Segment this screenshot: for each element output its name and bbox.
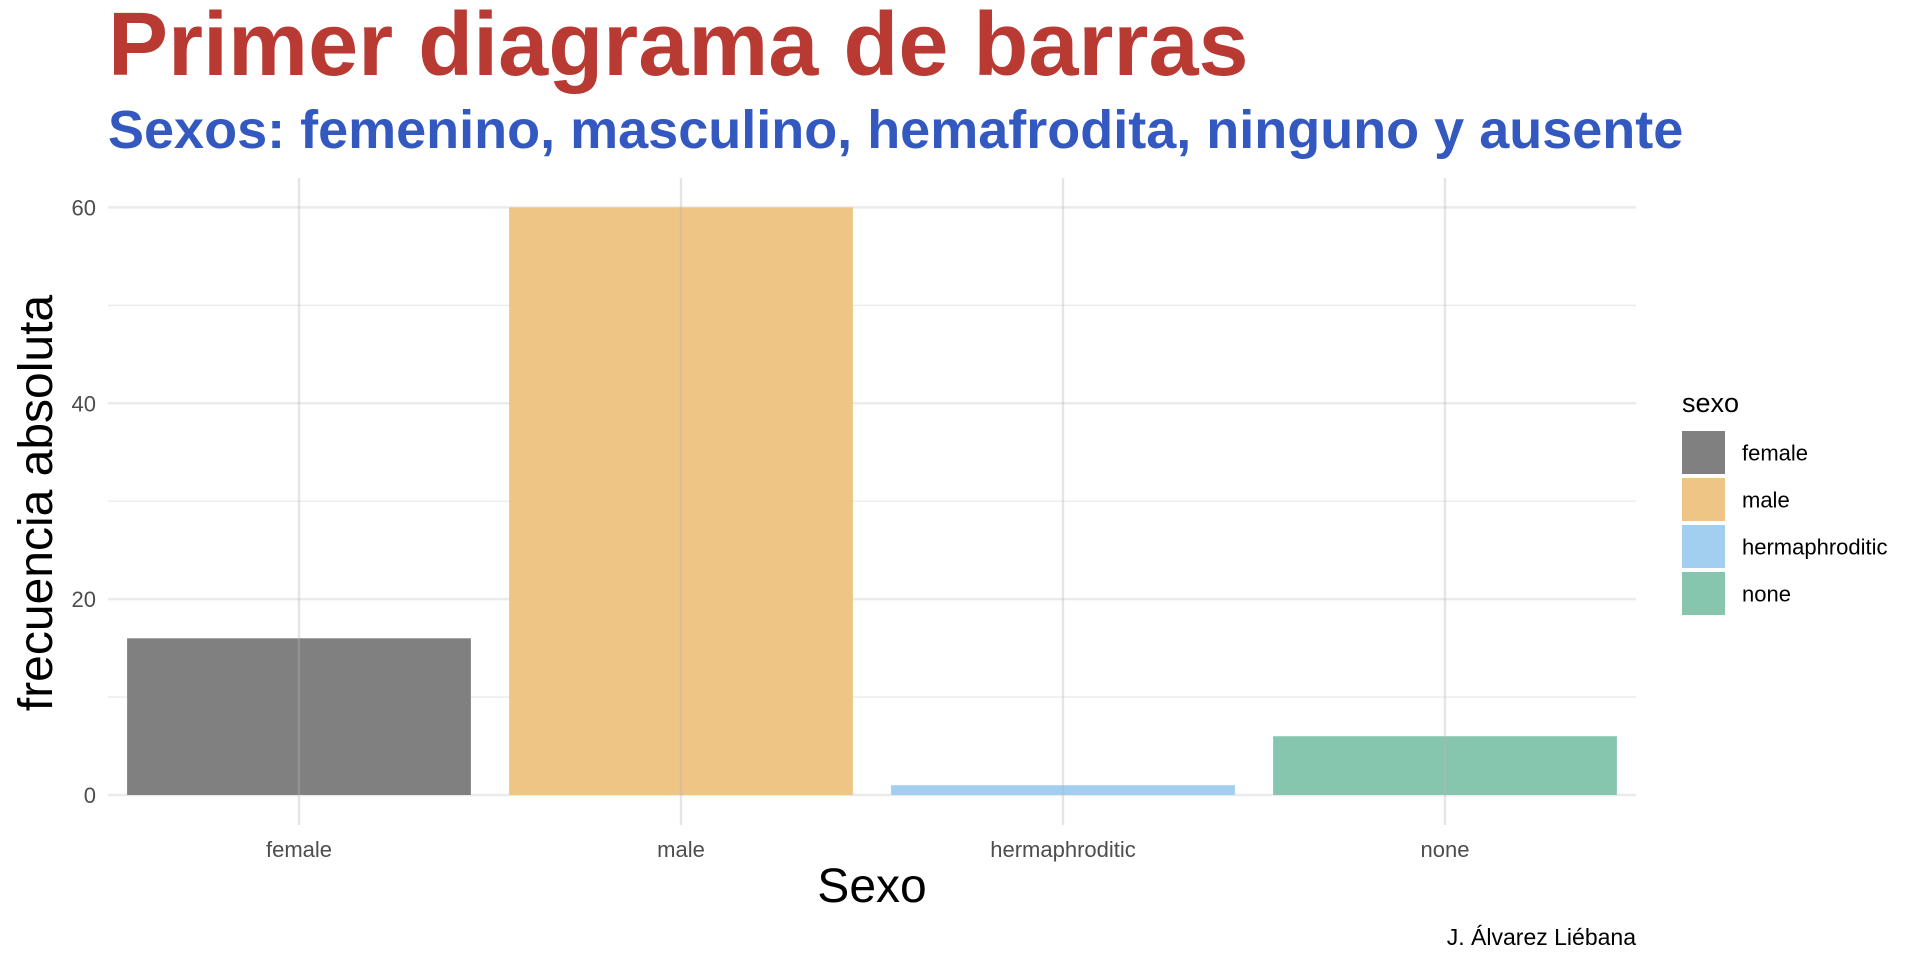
bar-male bbox=[509, 207, 853, 795]
x-tick-label: hermaphroditic bbox=[990, 837, 1136, 862]
legend: sexo female male hermaphroditic none bbox=[1682, 388, 1888, 615]
bar-hermaphroditic bbox=[891, 785, 1235, 795]
y-axis-title: frecuencia absoluta bbox=[10, 295, 63, 712]
x-tick-label: female bbox=[266, 837, 332, 862]
y-tick-label: 0 bbox=[84, 783, 96, 808]
legend-swatch-hermaphroditic bbox=[1682, 525, 1725, 568]
y-tick-label: 60 bbox=[72, 195, 96, 220]
bar-female bbox=[127, 638, 471, 795]
legend-label: hermaphroditic bbox=[1742, 535, 1888, 560]
bar-none bbox=[1273, 736, 1617, 795]
y-tick-labels: 0 20 40 60 bbox=[72, 195, 96, 808]
legend-entries: female male hermaphroditic none bbox=[1682, 431, 1888, 615]
y-tick-label: 20 bbox=[72, 587, 96, 612]
x-tick-labels: female male hermaphroditic none bbox=[266, 837, 1470, 862]
legend-title: sexo bbox=[1682, 388, 1739, 418]
legend-label: male bbox=[1742, 488, 1790, 513]
chart-title: Primer diagrama de barras bbox=[108, 0, 1249, 95]
bars bbox=[127, 207, 1617, 795]
vertical-grid-lines bbox=[297, 178, 1447, 825]
legend-label: none bbox=[1742, 582, 1791, 607]
legend-swatch-male bbox=[1682, 478, 1725, 521]
y-tick-label: 40 bbox=[72, 391, 96, 416]
chart-subtitle: Sexos: femenino, masculino, hemafrodita,… bbox=[108, 100, 1683, 160]
x-axis-title: Sexo bbox=[817, 860, 926, 913]
chart-caption: J. Álvarez Liébana bbox=[1447, 924, 1636, 950]
x-tick-label: male bbox=[657, 837, 705, 862]
legend-swatch-none bbox=[1682, 572, 1725, 615]
x-tick-label: none bbox=[1421, 837, 1470, 862]
legend-swatch-female bbox=[1682, 431, 1725, 474]
legend-label: female bbox=[1742, 441, 1808, 466]
